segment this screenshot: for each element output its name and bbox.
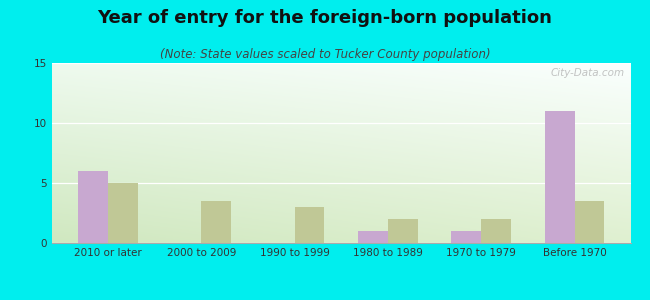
Bar xyxy=(294,207,324,243)
Bar xyxy=(481,219,511,243)
Bar xyxy=(108,183,138,243)
Text: (Note: State values scaled to Tucker County population): (Note: State values scaled to Tucker Cou… xyxy=(160,48,490,61)
Bar xyxy=(545,111,575,243)
Bar xyxy=(451,231,481,243)
Bar xyxy=(358,231,388,243)
Bar xyxy=(575,201,604,243)
Bar xyxy=(202,201,231,243)
Bar xyxy=(388,219,418,243)
Text: Year of entry for the foreign-born population: Year of entry for the foreign-born popul… xyxy=(98,9,552,27)
Text: City-Data.com: City-Data.com xyxy=(551,68,625,78)
Bar xyxy=(78,171,108,243)
